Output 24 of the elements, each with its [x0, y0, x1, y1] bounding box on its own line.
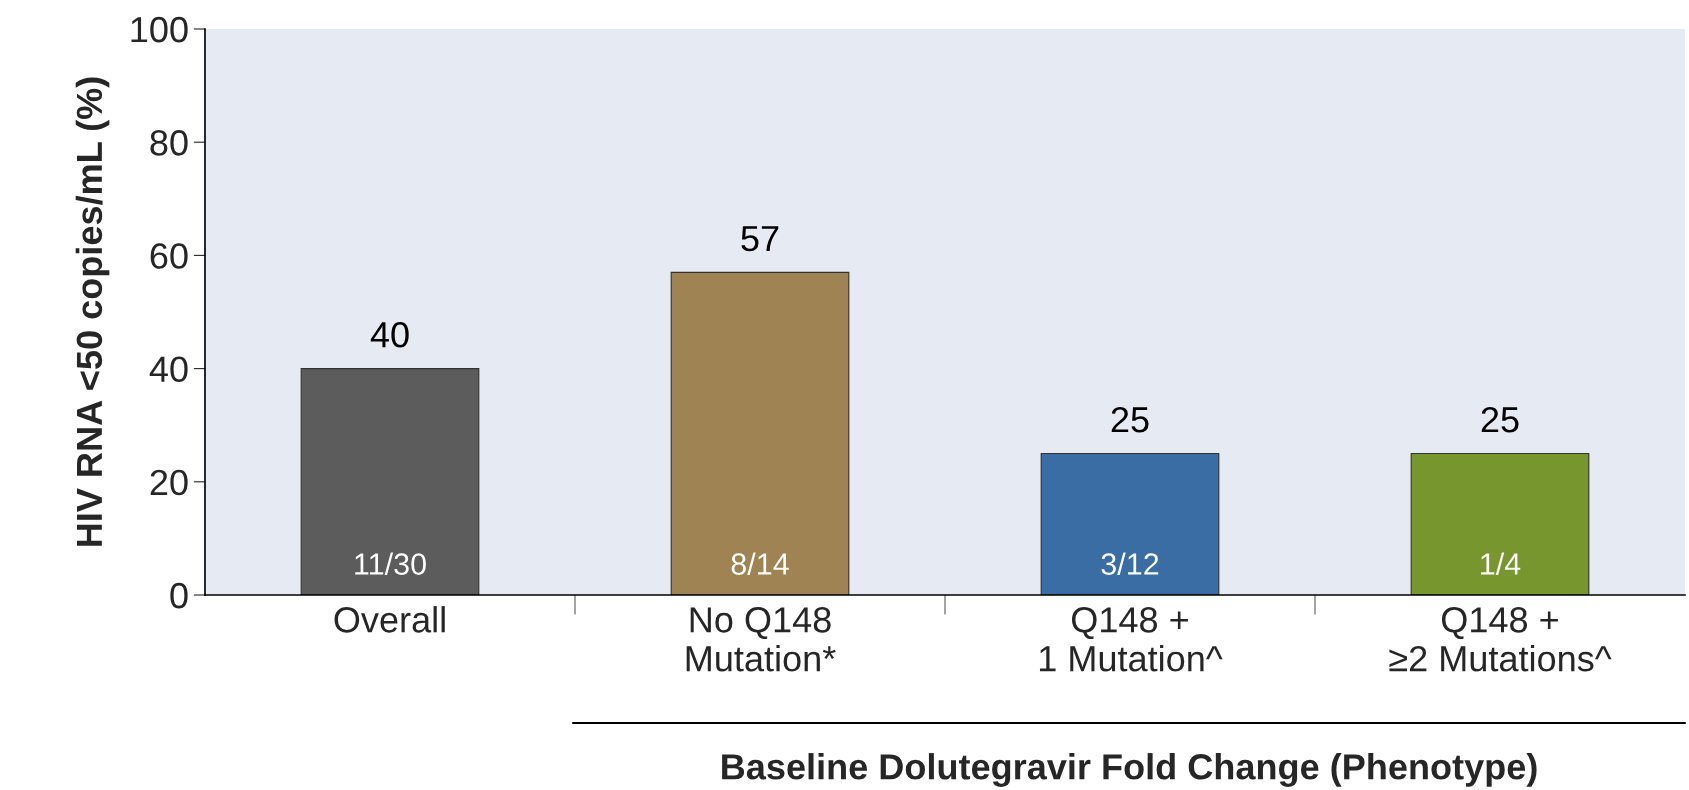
annotation: 11/30	[355, 552, 426, 575]
bar	[1040, 452, 1220, 595]
x-tick-label: No Q148 Mutation*	[686, 607, 836, 672]
bar	[1410, 452, 1590, 595]
annotation: 8/14	[731, 552, 789, 575]
data-label: 40	[370, 322, 409, 348]
annotation: 1/4	[1481, 552, 1521, 575]
data-label: 25	[1481, 406, 1519, 433]
y-axis-title: HIV RNA <50 copies/mL (%)	[75, 77, 110, 546]
x-tick-label: Q148 + 1 Mutation^	[1039, 607, 1223, 672]
data-label: 57	[741, 226, 779, 252]
y-tick-label: 80	[150, 130, 188, 156]
y-tick-label: 40	[149, 356, 188, 383]
bar	[300, 368, 480, 595]
y-tick-label: 0	[170, 582, 188, 609]
x-tick-label: Q148 + ≥2 Mutations^	[1389, 607, 1612, 672]
y-tick-label: 20	[150, 469, 188, 496]
x-axis-title: Baseline Dolutegravir Fold Change (Phenotype)	[722, 753, 1537, 787]
y-tick-label: 100	[131, 16, 188, 43]
y-tick-label: 60	[150, 243, 188, 269]
data-label: 25	[1111, 406, 1149, 433]
x-tick-label: Overall	[334, 606, 445, 633]
annotation: 3/12	[1101, 552, 1159, 575]
bar	[670, 271, 850, 595]
